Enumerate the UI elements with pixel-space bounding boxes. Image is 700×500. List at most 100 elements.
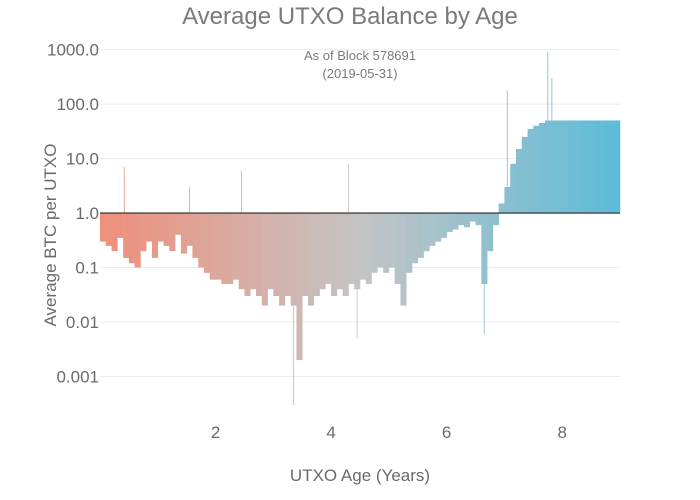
bar bbox=[602, 120, 609, 214]
bar bbox=[146, 213, 153, 242]
bar bbox=[550, 120, 557, 214]
y-tick-label: 10.0 bbox=[66, 150, 99, 169]
bar bbox=[105, 213, 112, 246]
bar bbox=[608, 120, 615, 214]
y-tick-label: 1000.0 bbox=[47, 41, 99, 60]
y-tick-labels: 0.001 0.01 0.1 1.0 10.0 100.0 1000.0 bbox=[47, 41, 99, 387]
bar bbox=[510, 163, 517, 214]
bar bbox=[348, 213, 355, 284]
bar bbox=[308, 213, 315, 306]
chart-subtitle-line-1: As of Block 578691 bbox=[304, 48, 416, 63]
bar bbox=[446, 213, 453, 232]
bar bbox=[152, 213, 159, 258]
bar bbox=[232, 213, 239, 280]
bar bbox=[302, 213, 309, 297]
bar bbox=[394, 213, 401, 284]
bar bbox=[383, 213, 390, 273]
bar bbox=[469, 213, 476, 222]
y-tick-label: 0.01 bbox=[66, 313, 99, 332]
bar bbox=[296, 213, 303, 361]
bar bbox=[215, 213, 222, 280]
chart-subtitle-line-2: (2019-05-31) bbox=[322, 66, 397, 81]
bar bbox=[377, 213, 384, 268]
bar bbox=[319, 213, 326, 290]
bar bbox=[111, 213, 118, 252]
bar bbox=[209, 213, 216, 280]
bar bbox=[579, 120, 586, 214]
bar bbox=[117, 213, 124, 238]
bar bbox=[273, 213, 280, 297]
bar bbox=[256, 213, 263, 297]
y-tick-label: 0.001 bbox=[56, 368, 99, 387]
bar bbox=[527, 128, 534, 214]
x-tick-label: 2 bbox=[211, 423, 220, 442]
bar bbox=[169, 213, 176, 252]
bar bbox=[100, 213, 107, 242]
bar bbox=[440, 213, 447, 238]
y-axis-title: Average BTC per UTXO bbox=[41, 144, 60, 327]
bar bbox=[585, 120, 592, 214]
bar bbox=[221, 213, 228, 284]
bar bbox=[336, 213, 343, 290]
bar bbox=[435, 213, 442, 242]
bar bbox=[573, 120, 580, 214]
bar bbox=[429, 213, 436, 246]
bar bbox=[331, 213, 338, 297]
y-tick-label: 0.1 bbox=[75, 259, 99, 278]
bar bbox=[591, 120, 598, 214]
bar bbox=[244, 213, 251, 297]
y-tick-label: 1.0 bbox=[75, 204, 99, 223]
bar bbox=[475, 213, 482, 226]
bar bbox=[492, 213, 499, 226]
bar bbox=[284, 213, 291, 297]
bar bbox=[423, 213, 430, 252]
bar bbox=[464, 213, 471, 228]
bar bbox=[198, 213, 205, 268]
x-tick-label: 6 bbox=[442, 423, 451, 442]
bar bbox=[123, 213, 130, 258]
bar bbox=[175, 213, 182, 235]
bar bbox=[614, 120, 621, 214]
bars bbox=[100, 120, 621, 361]
bar bbox=[134, 213, 141, 268]
bar bbox=[487, 213, 494, 252]
bar bbox=[204, 213, 211, 273]
bar bbox=[186, 213, 193, 246]
bar bbox=[516, 148, 523, 214]
bar bbox=[458, 213, 465, 226]
bar bbox=[325, 213, 332, 284]
bar bbox=[568, 120, 575, 214]
bar bbox=[313, 213, 320, 297]
bar bbox=[556, 120, 563, 214]
bar bbox=[279, 213, 286, 306]
y-tick-label: 100.0 bbox=[56, 95, 99, 114]
bar bbox=[157, 213, 164, 242]
x-tick-labels: 2 4 6 8 bbox=[211, 423, 567, 442]
bar bbox=[227, 213, 234, 284]
bar bbox=[192, 213, 199, 258]
bar bbox=[238, 213, 245, 290]
bar bbox=[412, 213, 419, 264]
bar bbox=[342, 213, 349, 297]
x-tick-label: 8 bbox=[557, 423, 566, 442]
bar bbox=[562, 120, 569, 214]
bar bbox=[417, 213, 424, 258]
x-tick-label: 4 bbox=[326, 423, 335, 442]
bar bbox=[533, 125, 540, 214]
bar bbox=[388, 213, 395, 268]
bar bbox=[360, 213, 367, 280]
bar bbox=[163, 213, 170, 246]
bar bbox=[140, 213, 147, 252]
bar bbox=[180, 213, 187, 254]
bar bbox=[128, 213, 135, 264]
bar bbox=[267, 213, 274, 290]
bar bbox=[261, 213, 268, 306]
bar bbox=[371, 213, 378, 273]
bar bbox=[498, 203, 505, 214]
x-axis-title: UTXO Age (Years) bbox=[290, 466, 430, 485]
bar bbox=[539, 122, 546, 214]
bar bbox=[406, 213, 413, 273]
bar bbox=[452, 213, 459, 230]
bar bbox=[596, 120, 603, 214]
